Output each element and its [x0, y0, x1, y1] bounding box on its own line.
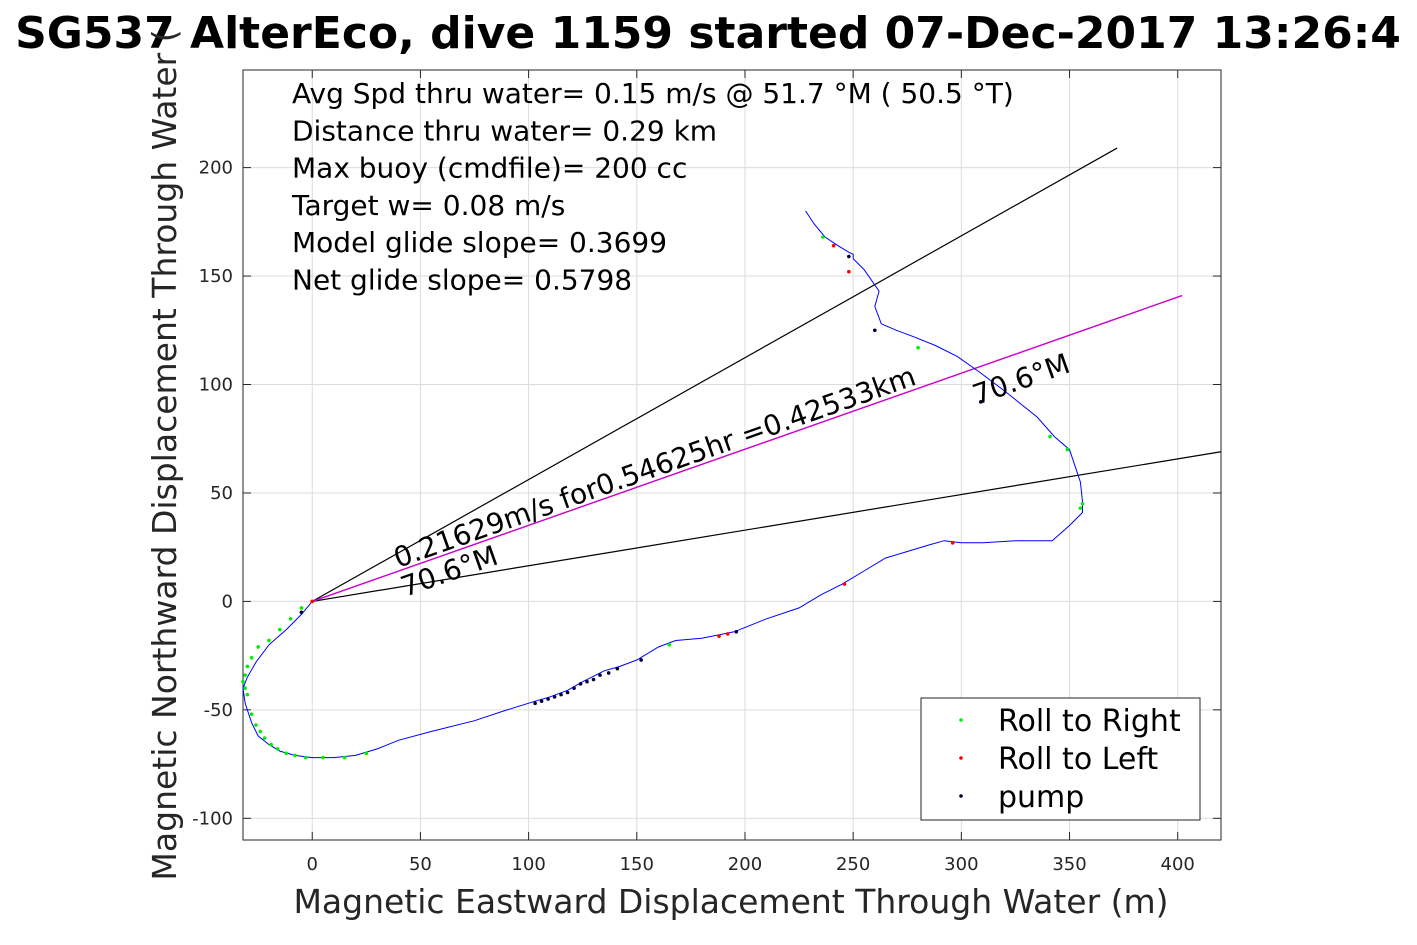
roll-left-point: [842, 582, 847, 586]
legend-box: [920, 697, 1201, 821]
roll-right-point: [267, 638, 271, 643]
roll-right-point: [256, 645, 260, 649]
roll-left-point: [831, 243, 836, 248]
x-tick-label: 250: [836, 854, 870, 875]
legend-label: pump: [998, 780, 1084, 815]
pump-point: [299, 610, 304, 615]
info-line: Net glide slope= 0.5798: [292, 264, 632, 297]
pump-point: [533, 701, 537, 706]
roll-right-point: [243, 686, 247, 690]
pump-point: [734, 629, 739, 634]
marker-points: [241, 235, 1085, 760]
heading-line: [311, 147, 1118, 602]
roll-left-point: [847, 269, 851, 274]
pump-point: [847, 254, 851, 259]
roll-right-point: [364, 751, 369, 756]
y-tick-label: -50: [204, 700, 233, 721]
x-tick-label: 350: [1052, 854, 1086, 875]
pump-point: [572, 686, 576, 690]
roll-right-point: [275, 747, 280, 751]
y-tick-label: 50: [210, 483, 233, 504]
pump-point: [546, 697, 550, 701]
roll-right-point: [288, 616, 293, 621]
roll-left-point: [950, 541, 955, 545]
roll-right-point: [254, 723, 258, 727]
pump-point: [615, 666, 620, 671]
x-tick-label: 200: [728, 854, 762, 875]
roll-right-point: [245, 664, 250, 669]
pump-point: [979, 400, 983, 404]
x-tick-label: 100: [511, 854, 545, 875]
legend-marker: [959, 794, 963, 798]
pump-point: [539, 699, 544, 703]
pump-point: [565, 690, 570, 695]
legend-marker: [959, 756, 963, 760]
roll-right-point: [293, 753, 297, 758]
y-tick-label: 0: [222, 591, 233, 612]
info-block: Avg Spd thru water= 0.15 m/s @ 51.7 °M (…: [291, 77, 1014, 297]
legend-label: Roll to Left: [998, 742, 1158, 777]
x-tick-label: 400: [1161, 854, 1195, 875]
roll-right-point: [249, 712, 254, 716]
chart-lines: [311, 147, 1222, 603]
roll-right-point: [667, 642, 672, 647]
info-line: Target w= 0.08 m/s: [291, 189, 565, 222]
legend-label: Roll to Right: [998, 704, 1181, 739]
chart-title: SG537 AlterEco, dive 1159 started 07-Dec…: [15, 8, 1401, 59]
roll-right-point: [249, 656, 254, 660]
roll-right-point: [1048, 434, 1052, 439]
x-axis-label: Magnetic Eastward Displacement Through W…: [293, 882, 1168, 921]
x-tick-label: 50: [409, 854, 432, 875]
info-line: Distance thru water= 0.29 km: [292, 114, 717, 147]
roll-right-point: [241, 679, 245, 684]
roll-left-point: [717, 634, 721, 638]
roll-right-point: [258, 729, 263, 734]
roll-right-point: [342, 755, 347, 760]
roll-right-point: [277, 627, 282, 632]
x-tick-label: 300: [944, 854, 978, 875]
y-tick-label: 200: [199, 158, 233, 179]
pump-point: [598, 673, 602, 677]
net-displacement-line: [312, 294, 1183, 603]
roll-right-point: [1065, 447, 1070, 452]
info-line: Model glide slope= 0.3699: [292, 226, 667, 259]
axis-ticks: 0 50 100 150 200 250 300 350 400 -100 -50 0 50 100 150…: [192, 70, 1221, 875]
roll-right-point: [1080, 502, 1085, 506]
roll-right-point: [284, 751, 289, 756]
roll-right-point: [821, 235, 825, 239]
pump-point: [639, 658, 643, 662]
legend-marker: [959, 718, 963, 722]
pump-point: [552, 695, 557, 699]
roll-right-point: [1078, 506, 1083, 510]
roll-right-point: [321, 755, 325, 760]
info-line: Avg Spd thru water= 0.15 m/s @ 51.7 °M (…: [292, 77, 1014, 110]
roll-left-point: [310, 599, 315, 604]
info-line: Max buoy (cmdfile)= 200 cc: [292, 152, 687, 185]
pump-point: [873, 328, 877, 333]
x-tick-label: 0: [307, 854, 318, 875]
pump-point: [559, 692, 563, 697]
pump-point: [606, 671, 611, 675]
roll-left-point: [725, 632, 730, 636]
heading-line: [312, 451, 1222, 603]
roll-right-point: [303, 755, 308, 760]
y-tick-label: -100: [192, 808, 233, 829]
y-axis-label: Magnetic Northward Displacement Through …: [145, 29, 184, 880]
roll-right-point: [916, 345, 920, 350]
pump-point: [591, 677, 596, 682]
roll-right-point: [269, 742, 273, 747]
y-tick-label: 100: [199, 375, 233, 396]
roll-right-point: [262, 736, 267, 740]
pump-point: [578, 682, 583, 686]
pump-point: [585, 679, 589, 684]
roll-right-point: [245, 692, 250, 697]
y-tick-label: 150: [199, 266, 233, 287]
roll-right-point: [299, 606, 304, 610]
roll-right-point: [243, 673, 247, 677]
x-tick-label: 150: [620, 854, 654, 875]
